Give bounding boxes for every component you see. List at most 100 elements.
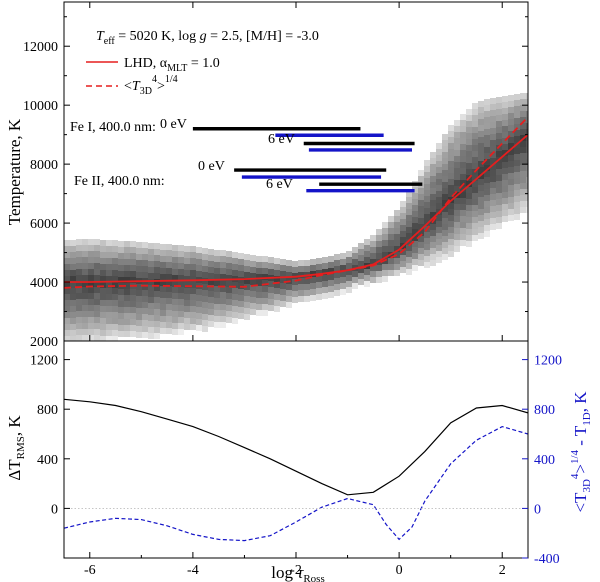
- density-cell: [274, 282, 280, 288]
- density-cell: [250, 297, 256, 303]
- density-cell: [136, 296, 142, 302]
- density-cell: [190, 300, 196, 306]
- density-cell: [118, 313, 124, 319]
- density-cell: [334, 260, 340, 266]
- density-cell: [454, 228, 460, 234]
- density-cell: [526, 177, 528, 183]
- density-cell: [82, 245, 88, 251]
- density-cell: [496, 115, 502, 121]
- density-cell: [508, 185, 514, 191]
- density-cell: [484, 165, 490, 171]
- density-cell: [64, 306, 70, 312]
- density-cell: [526, 123, 528, 129]
- density-cell: [466, 121, 472, 127]
- density-cell: [310, 277, 316, 283]
- density-cell: [226, 293, 232, 299]
- density-cell: [424, 166, 430, 172]
- density-cell: [460, 192, 466, 198]
- density-cell: [256, 268, 262, 274]
- density-cell: [106, 324, 112, 330]
- density-cell: [130, 313, 136, 319]
- density-cell: [100, 294, 106, 300]
- density-cell: [166, 328, 172, 334]
- density-cell: [430, 176, 436, 182]
- density-cell: [526, 207, 528, 213]
- density-cell: [88, 251, 94, 257]
- density-cell: [520, 201, 526, 207]
- density-cell: [448, 191, 454, 197]
- density-cell: [484, 201, 490, 207]
- density-cell: [514, 124, 520, 130]
- density-cell: [292, 297, 298, 303]
- density-cell: [82, 317, 88, 323]
- density-cell: [424, 202, 430, 208]
- density-cell: [184, 288, 190, 294]
- density-cell: [280, 283, 286, 289]
- density-cell: [466, 139, 472, 145]
- density-cell: [70, 330, 76, 336]
- density-cell: [220, 316, 226, 322]
- density-cell: [436, 155, 442, 161]
- density-cell: [490, 128, 496, 134]
- density-cell: [412, 187, 418, 193]
- density-cell: [256, 292, 262, 298]
- density-cell: [94, 257, 100, 263]
- density-cell: [64, 258, 70, 264]
- density-cell: [460, 240, 466, 246]
- top-ylabel: Temperature, K: [5, 118, 24, 225]
- density-cell: [436, 143, 442, 149]
- density-cell: [490, 200, 496, 206]
- density-cell: [94, 305, 100, 311]
- density-cell: [94, 317, 100, 323]
- density-cell: [148, 261, 154, 267]
- density-cell: [100, 240, 106, 246]
- density-cell: [136, 290, 142, 296]
- density-cell: [166, 316, 172, 322]
- density-cell: [478, 233, 484, 239]
- density-cell: [520, 117, 526, 123]
- bottom-ytick-label-left: 800: [37, 403, 58, 418]
- density-cell: [526, 129, 528, 135]
- density-cell: [526, 201, 528, 207]
- density-cell: [262, 292, 268, 298]
- density-cell: [508, 143, 514, 149]
- density-cell: [442, 182, 448, 188]
- density-cell: [442, 218, 448, 224]
- density-cell: [148, 321, 154, 327]
- density-cell: [364, 269, 370, 275]
- density-cell: [376, 277, 382, 283]
- density-cell: [466, 193, 472, 199]
- density-cell: [226, 281, 232, 287]
- density-cell: [394, 258, 400, 264]
- density-cell: [154, 303, 160, 309]
- density-cell: [514, 136, 520, 142]
- density-cell: [106, 282, 112, 288]
- density-cell: [508, 113, 514, 119]
- density-cell: [508, 107, 514, 113]
- density-cell: [370, 277, 376, 283]
- density-cell: [436, 251, 442, 257]
- density-cell: [454, 240, 460, 246]
- density-cell: [274, 276, 280, 282]
- density-cell: [112, 276, 118, 282]
- density-cell: [448, 221, 454, 227]
- density-cell: [466, 145, 472, 151]
- density-cell: [94, 263, 100, 269]
- density-cell: [244, 284, 250, 290]
- density-cell: [124, 283, 130, 289]
- density-cell: [442, 224, 448, 230]
- density-cell: [412, 235, 418, 241]
- density-cell: [130, 307, 136, 313]
- density-cell: [508, 137, 514, 143]
- density-cell: [508, 119, 514, 125]
- bottom-ytick-label-right: 400: [534, 453, 555, 468]
- density-cell: [400, 207, 406, 213]
- density-cell: [478, 191, 484, 197]
- density-cell: [256, 262, 262, 268]
- density-cell: [358, 273, 364, 279]
- density-cell: [232, 318, 238, 324]
- density-cell: [478, 107, 484, 113]
- density-cell: [454, 126, 460, 132]
- density-cell: [472, 199, 478, 205]
- density-cell: [76, 329, 82, 335]
